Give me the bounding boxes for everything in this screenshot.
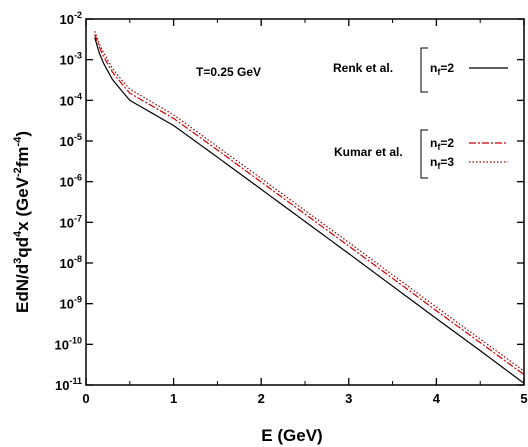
legend-bracket-renk [420,47,428,93]
legend-entry-renk-nf2: nf=2 [430,61,454,77]
x-tick-label: 2 [258,391,265,406]
y-tick-label: 10-11 [55,376,82,393]
y-tick-label: 10-4 [60,91,82,108]
x-tick-label: 0 [82,391,89,406]
y-tick-label: 10-6 [60,173,82,190]
y-tick-label: 10-10 [55,335,82,352]
legend-group-label-kumar: Kumar et al. [334,145,403,159]
y-tick-label: 10-7 [60,213,82,230]
series-layer [94,31,525,384]
y-tick-label: 10-8 [60,254,82,271]
x-tick-label: 3 [345,391,352,406]
tick-labels: 0 1 2 3 4 5 10-11 10-10 10-9 10-8 10-7 10-6 10-5 10-4… [55,10,528,406]
legend-group-label-renk: Renk et al. [333,61,393,75]
series-line-2 [94,31,525,372]
y-tick-label: 10-2 [60,10,82,27]
legend: Renk et al. nf=2 Kumar et al. nf=2 nf=3 [333,47,508,179]
temperature-annotation: T=0.25 GeV [196,65,261,79]
x-axis-label: E (GeV) [261,426,322,445]
legend-entry-kumar-nf2: nf=2 [430,136,454,152]
y-tick-label: 10-5 [60,132,82,149]
x-tick-label: 1 [170,391,177,406]
axis-ticks [85,18,525,386]
legend-bracket-kumar [420,129,428,179]
plot-frame [85,18,525,386]
y-tick-label: 10-9 [60,295,82,312]
y-axis-label: EdN/d3qd4x (GeV-2fm-4) [12,131,32,313]
series-line-1 [94,34,525,376]
x-tick-label: 4 [433,391,441,406]
legend-entry-kumar-nf3: nf=3 [430,155,454,171]
y-tick-label: 10-3 [60,51,82,68]
x-tick-label: 5 [520,391,527,406]
series-line-0 [94,37,525,384]
